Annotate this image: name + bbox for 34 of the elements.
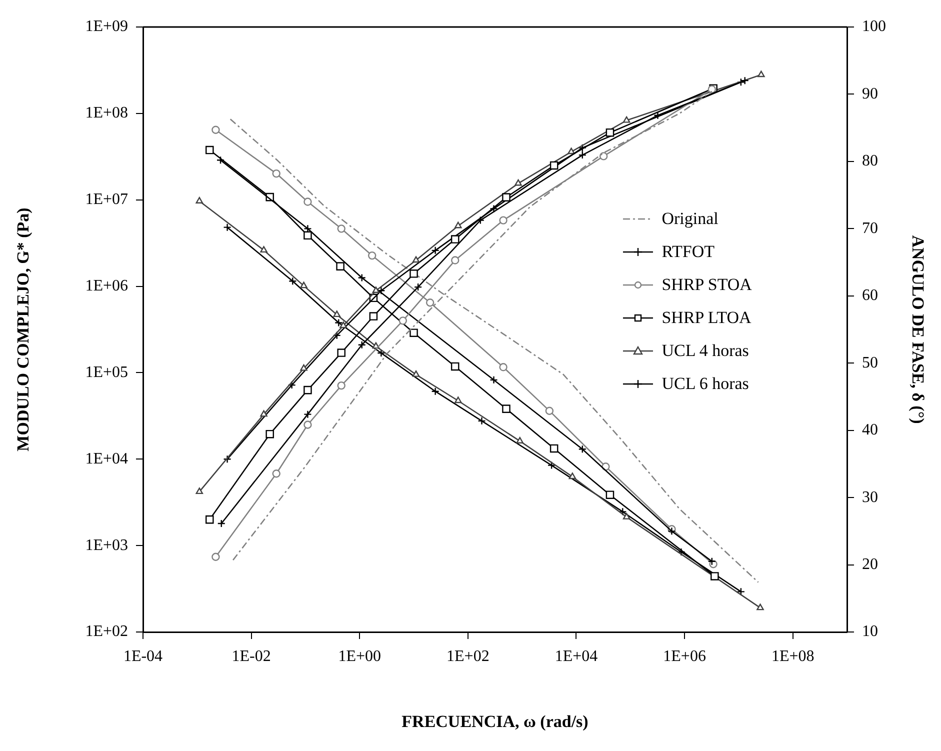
x-tick-label: 1E+00: [338, 648, 382, 665]
y2-axis-title: ANGULO DE FASE, δ (°): [908, 235, 928, 424]
y2-tick-label: 60: [862, 287, 878, 304]
y2-tick-label: 50: [862, 354, 878, 372]
legend-label: UCL 4 horas: [662, 340, 749, 361]
y-tick-label: 1E+08: [85, 104, 128, 122]
y2-tick-label: 90: [862, 85, 878, 102]
legend-label: SHRP LTOA: [662, 308, 752, 328]
legend-label: Original: [662, 208, 718, 229]
x-tick-label: 1E-04: [123, 648, 163, 665]
y-tick-label: 1E+06: [85, 277, 128, 294]
y2-tick-label: 30: [862, 488, 878, 506]
x-tick-label: 1E+02: [446, 648, 490, 665]
y-tick-label: 1E+04: [85, 450, 128, 468]
x-tick-label: 1E+06: [663, 648, 706, 665]
legend-label: SHRP STOA: [662, 274, 752, 295]
y-tick-label: 1E+07: [85, 191, 128, 208]
y2-tick-label: 70: [862, 220, 878, 237]
y-tick-label: 1E+05: [85, 364, 128, 381]
y2-tick-label: 100: [862, 18, 886, 36]
legend-label: RTFOT: [662, 242, 715, 262]
x-tick-label: 1E-02: [232, 648, 271, 665]
y-tick-label: 1E+02: [85, 623, 128, 640]
x-tick-label: 1E+08: [771, 648, 814, 665]
x-tick-label: 1E+04: [554, 648, 598, 665]
y-tick-label: 1E+03: [85, 536, 128, 554]
y2-tick-label: 80: [862, 152, 878, 170]
legend-label: UCL 6 horas: [662, 374, 749, 394]
y2-tick-label: 40: [862, 422, 878, 439]
y-axis-title: MODULO COMPLEJO, G* (Pa): [14, 208, 33, 452]
y2-tick-label: 20: [862, 556, 878, 573]
x-axis-title: FRECUENCIA, ω (rad/s): [402, 712, 588, 732]
y2-tick-label: 10: [862, 623, 878, 640]
y-tick-label: 1E+09: [85, 18, 128, 36]
